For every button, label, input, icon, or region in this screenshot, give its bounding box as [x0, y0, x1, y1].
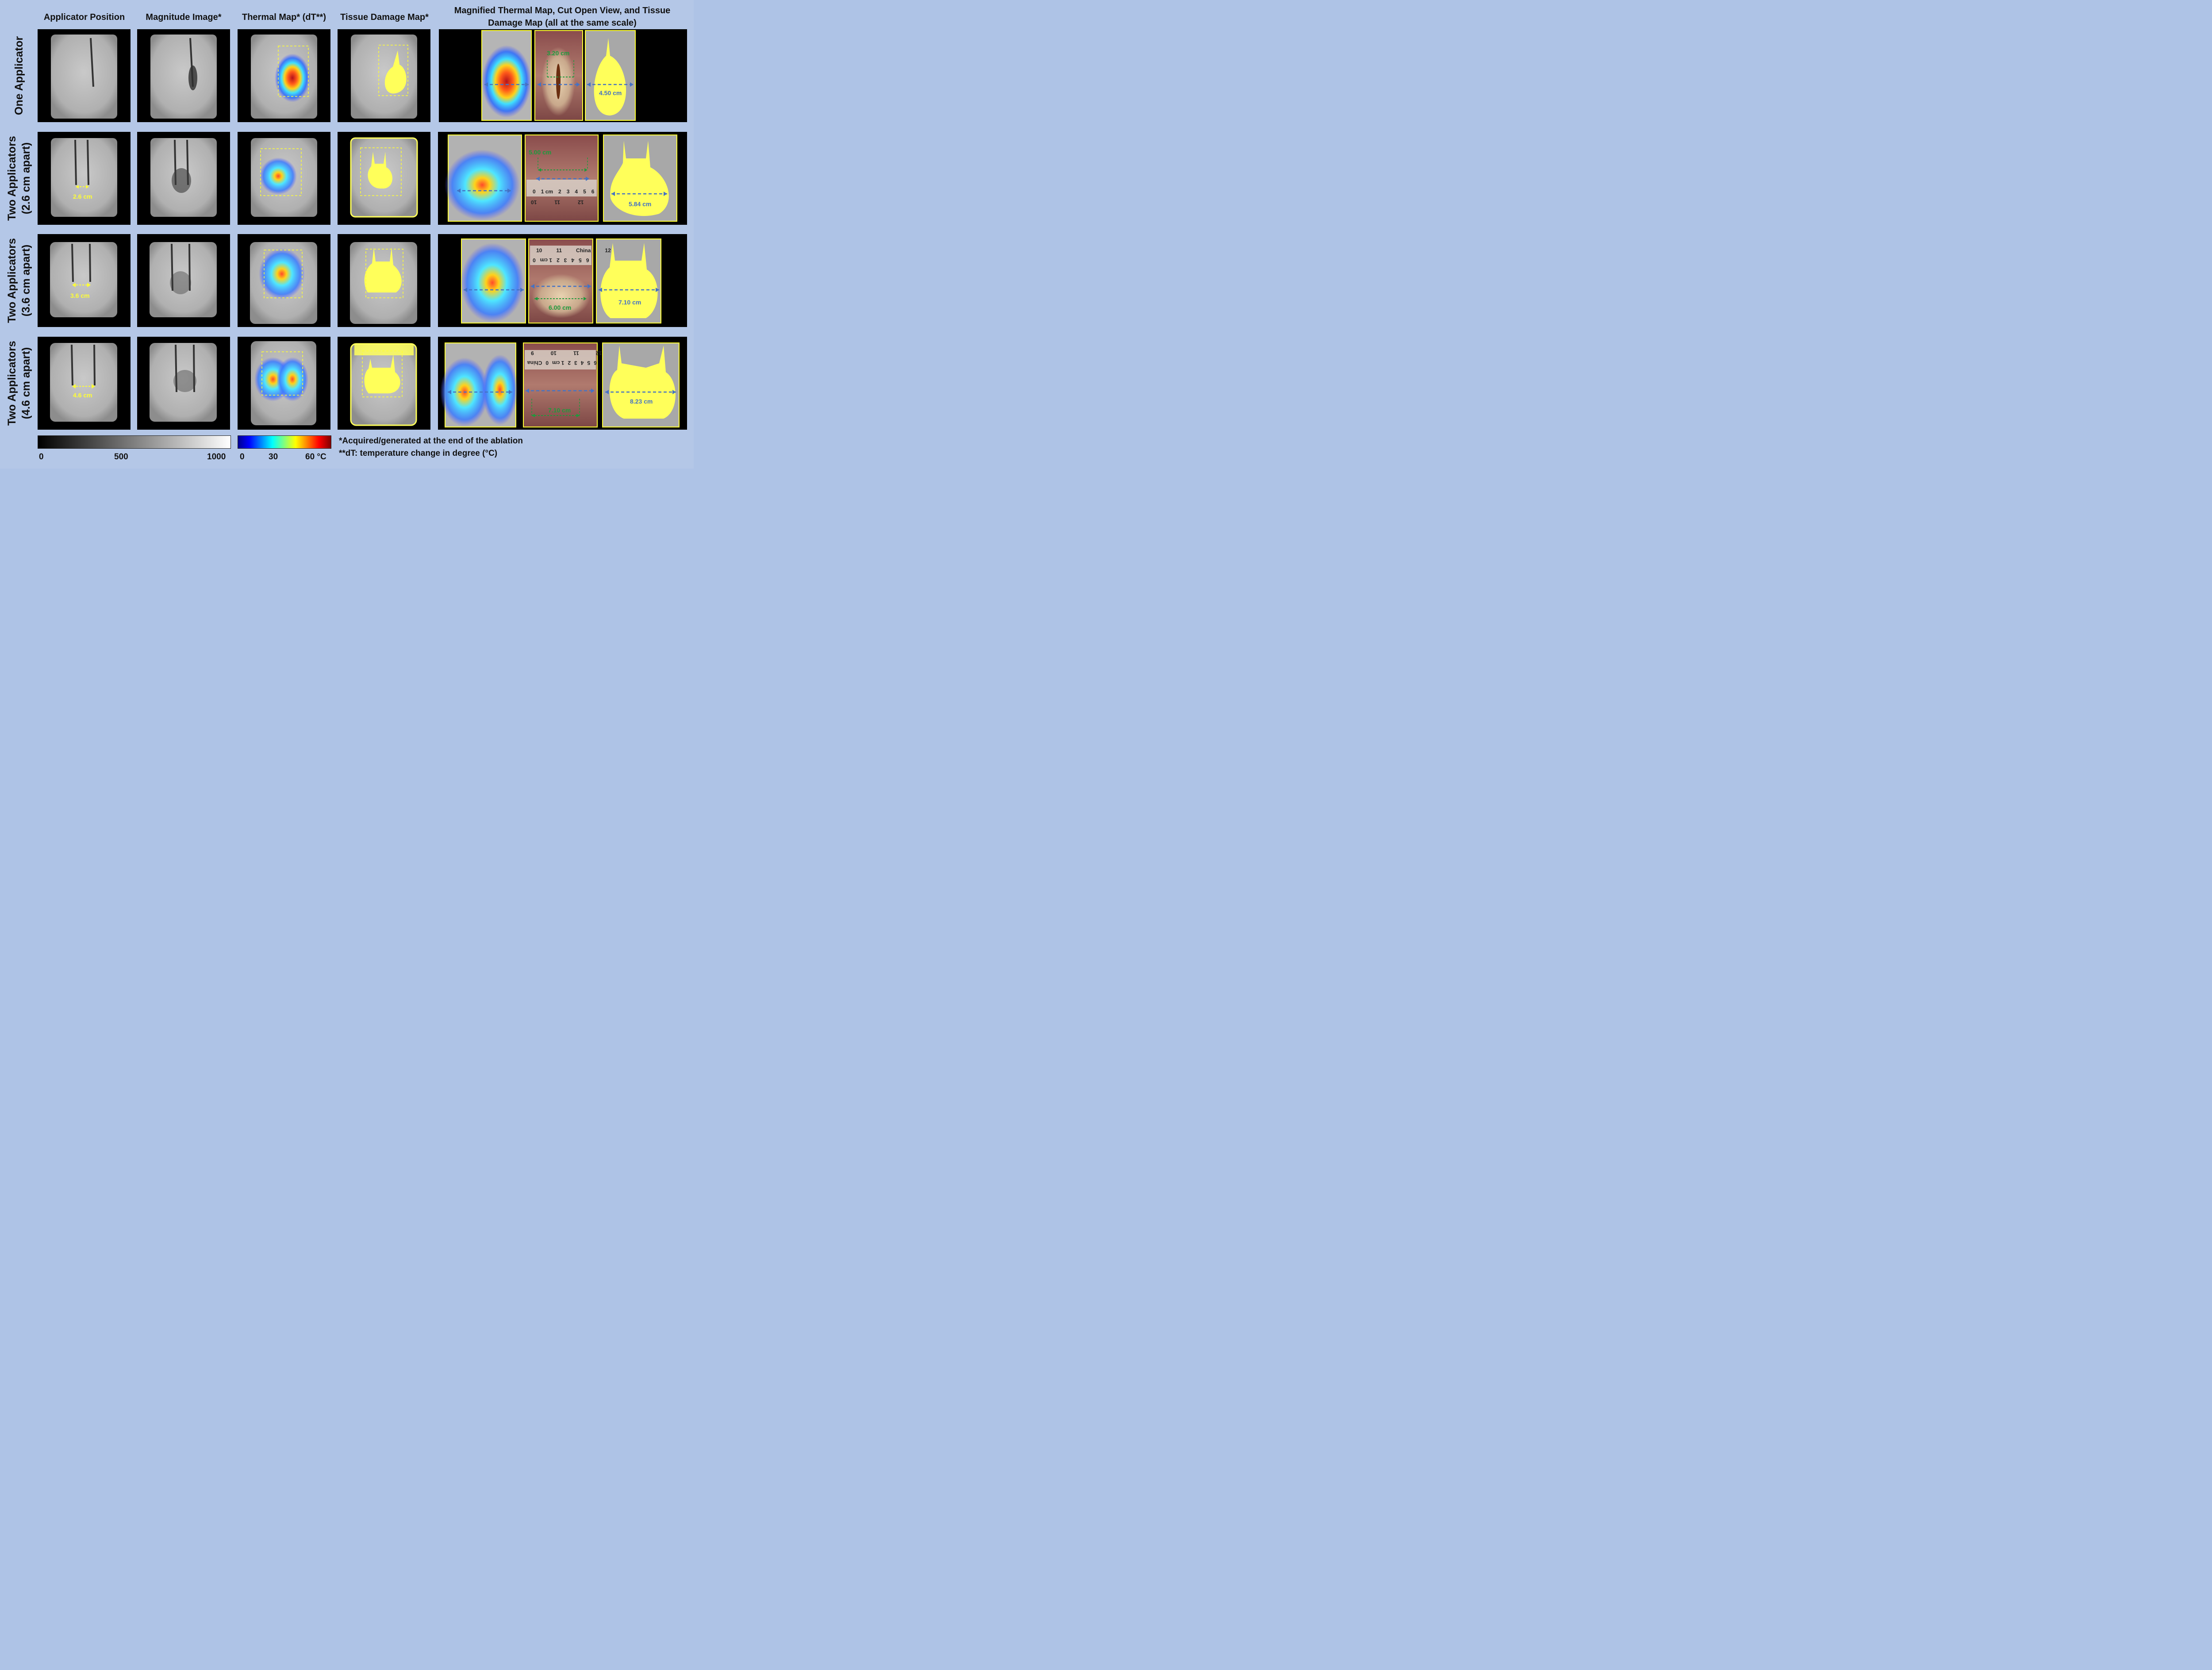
header-tissue-damage-map: Tissue Damage Map* [340, 12, 429, 22]
thermal-tick-0: 0 [240, 452, 245, 462]
ruler-mark: 4 [571, 257, 575, 263]
ruler-top-row2: 0 1 cm 2 3 4 5 6 [533, 189, 594, 195]
ruler-mark: 3 [574, 360, 577, 366]
cut-view-measure-row4: 7.10 cm [548, 407, 571, 414]
ruler-mark: 10 [531, 199, 537, 205]
gray-tick-1000: 1000 [207, 452, 226, 462]
row-label-two-applicators-4-6: Two Applicators (4.6 cm apart) [4, 337, 35, 430]
row-label-line2: (4.6 cm apart) [20, 347, 32, 419]
row-label-line2: (2.6 cm apart) [20, 142, 32, 215]
ruler-mark: 2 [558, 189, 561, 195]
header-magnitude-image: Magnitude Image* [146, 12, 222, 22]
ruler-mark: 2 [557, 257, 560, 263]
gray-tick-0: 0 [39, 452, 44, 462]
thermal-tick-60: 60 °C [305, 452, 326, 462]
thermal-map-row2 [238, 132, 330, 225]
ruler-mark: 5 [583, 189, 586, 195]
gray-tick-500: 500 [114, 452, 128, 462]
magnified-views-row1: 3.20 cm 4.50 cm [439, 29, 687, 122]
header-magnified-views: Magnified Thermal Map, Cut Open View, an… [438, 4, 687, 29]
magnitude-image-row4 [137, 337, 230, 430]
ruler-mark: 6 [591, 189, 595, 195]
magnitude-image-row1 [137, 29, 230, 122]
damage-measure-row3: 7.10 cm [618, 299, 641, 306]
header-thermal-map: Thermal Map* (dT**) [242, 12, 326, 22]
thermal-colorbar [238, 435, 331, 449]
cut-view-measure-row3: 6.00 cm [549, 304, 572, 311]
ruler-mark: 2 [568, 360, 571, 366]
footnote-dt: **dT: temperature change in degree (°C) [339, 449, 498, 458]
header-magnified-line2: Damage Map (all at the same scale) [488, 18, 637, 28]
tissue-damage-map-row2 [338, 132, 430, 225]
ruler-mark: 10 [550, 350, 557, 356]
ruler-mark: 0 [533, 189, 536, 195]
row-label-two-applicators-3-6: Two Applicators (3.6 cm apart) [4, 234, 35, 327]
spacing-label-row3: 3.6 cm [70, 292, 90, 299]
applicator-position-image-row1 [38, 29, 131, 122]
ruler-mark: 1 cm [552, 360, 565, 366]
ruler-mark: 6 [594, 360, 597, 366]
magnified-views-row2: 5.00 cm 0 1 cm 2 3 4 5 6 12 11 10 5.84 c… [438, 132, 687, 225]
cut-view-measure-row2: 5.00 cm [529, 149, 552, 156]
ruler-mark: 11 [554, 199, 561, 205]
damage-measure-row2: 5.84 cm [629, 200, 652, 208]
footnote-acquired: *Acquired/generated at the end of the ab… [339, 436, 523, 446]
cut-view-measure-row1: 3.20 cm [547, 50, 570, 57]
ruler-mark: 5 [579, 257, 582, 263]
ruler-mark: 11 [573, 350, 579, 356]
magnitude-image-row2 [137, 132, 230, 225]
ruler-mark: 0 [545, 360, 549, 366]
ruler-mark: 0 [533, 257, 536, 263]
header-magnified-line1: Magnified Thermal Map, Cut Open View, an… [454, 6, 671, 15]
ruler-mark: 12 [595, 350, 602, 356]
ruler-top-row3: 10 11 China 12 [536, 247, 611, 254]
ruler-mark: 11 [556, 247, 562, 254]
thermal-map-row3 [238, 234, 330, 327]
ruler-top-row4: 12 11 10 9 [531, 350, 602, 356]
applicator-position-image-row4: 4.6 cm [38, 337, 131, 430]
row-label-line1: One Applicator [13, 36, 26, 115]
ruler-bottom-row3: 6 5 4 3 2 1 cm 0 [533, 257, 589, 263]
damage-measure-row1: 4.50 cm [599, 89, 622, 96]
tissue-damage-map-row4 [338, 337, 430, 430]
ruler-mark: China [527, 360, 542, 366]
ruler-mark: 1 cm [540, 257, 553, 263]
ruler-bottom-row4: 6 5 4 3 2 1 cm 0 China [527, 360, 597, 366]
ruler-mark: 1 cm [541, 189, 553, 195]
thermal-map-row1 [238, 29, 330, 122]
grayscale-colorbar [38, 435, 231, 449]
applicator-position-image-row3: 3.6 cm [38, 234, 131, 327]
tissue-damage-map-row3 [338, 234, 430, 327]
ruler-mark: 10 [536, 247, 542, 254]
tissue-damage-map-row1 [338, 29, 430, 122]
ruler-mark: China [576, 247, 591, 254]
row-label-line1: Two Applicators [6, 341, 18, 426]
thermal-map-row4 [238, 337, 330, 430]
magnified-views-row4: 12 11 10 9 6 5 4 3 2 1 cm 0 China 7.10 c… [438, 337, 687, 430]
thermal-tick-30: 30 [269, 452, 278, 462]
ruler-mark: 5 [587, 360, 591, 366]
magnified-views-row3: 10 11 China 12 6 5 4 3 2 1 cm 0 6.00 cm … [438, 234, 687, 327]
ruler-mark: 3 [564, 257, 567, 263]
ruler-mark: 9 [531, 350, 534, 356]
spacing-label-row2: 2.6 cm [73, 193, 92, 200]
row-label-line2: (3.6 cm apart) [20, 244, 32, 317]
ruler-mark: 3 [566, 189, 570, 195]
ruler-mark: 6 [586, 257, 589, 263]
ruler-mark: 12 [578, 199, 584, 205]
damage-measure-row4: 8.23 cm [630, 398, 653, 405]
row-label-two-applicators-2-6: Two Applicators (2.6 cm apart) [4, 132, 35, 225]
row-label-line1: Two Applicators [6, 136, 18, 221]
spacing-label-row4: 4.6 cm [73, 392, 92, 399]
row-label-line1: Two Applicators [6, 238, 18, 323]
ruler-bottom-row2: 12 11 10 [531, 199, 584, 205]
figure: Applicator Position Magnitude Image* The… [0, 0, 694, 469]
applicator-position-image-row2: 2.6 cm [38, 132, 131, 225]
ruler-mark: 4 [575, 189, 578, 195]
header-applicator-position: Applicator Position [43, 12, 125, 22]
ruler-mark: 4 [580, 360, 584, 366]
ruler-mark: 12 [605, 247, 611, 254]
row-label-one-applicator: One Applicator [4, 29, 35, 122]
magnitude-image-row3 [137, 234, 230, 327]
